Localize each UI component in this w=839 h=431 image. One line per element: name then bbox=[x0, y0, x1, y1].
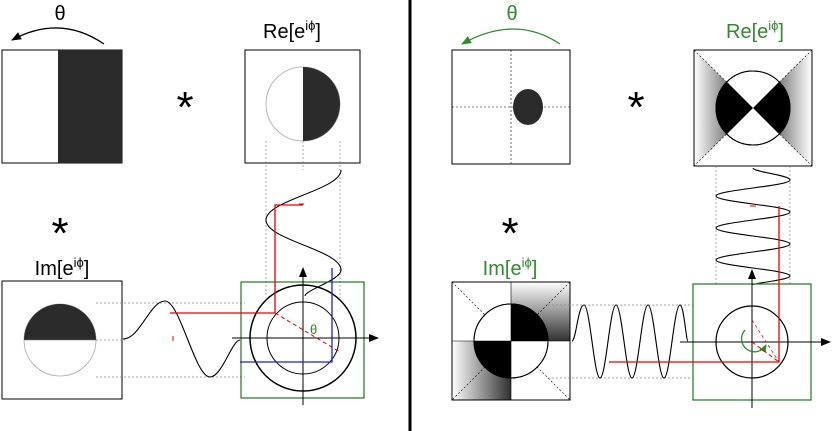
re-wave bbox=[715, 167, 791, 286]
left-panel: θ * Re[eiϕ] * Im[eiϕ] bbox=[1, 3, 379, 405]
red-radius bbox=[751, 341, 780, 363]
im-wave bbox=[571, 304, 689, 379]
convolution-star: * bbox=[176, 83, 193, 132]
re-wedge-box bbox=[693, 49, 813, 167]
re-label: Re[eiϕ] bbox=[263, 18, 321, 43]
re-label: Re[eiϕ] bbox=[726, 18, 784, 43]
rotation-arrow-icon bbox=[740, 329, 767, 353]
convolution-star: * bbox=[51, 209, 68, 258]
im-label: Im[eiϕ] bbox=[35, 255, 90, 280]
re-half-disk-box bbox=[244, 49, 361, 164]
right-panel: θ * Re[eiϕ] bbox=[451, 3, 831, 408]
red-guide bbox=[751, 319, 780, 363]
im-projection-guides bbox=[96, 302, 245, 378]
theta-label: θ bbox=[54, 3, 65, 25]
curved-arrow-icon bbox=[11, 27, 105, 45]
re-wave bbox=[265, 169, 342, 297]
half-plane-box bbox=[1, 49, 123, 164]
red-radius bbox=[274, 312, 341, 353]
convolution-star: * bbox=[501, 209, 518, 258]
im-label: Im[eiϕ] bbox=[483, 255, 538, 280]
im-half-disk-box bbox=[1, 280, 123, 400]
theta-label: θ bbox=[506, 3, 517, 25]
blob-kernel-box bbox=[451, 49, 571, 165]
red-projection-path bbox=[170, 204, 303, 314]
curved-arrow-icon bbox=[461, 28, 561, 45]
im-projection-guides bbox=[548, 304, 693, 379]
re-projection-guides bbox=[265, 141, 341, 298]
circle-theta-label: θ bbox=[310, 322, 317, 337]
im-quadrant-box bbox=[451, 281, 571, 401]
convolution-star: * bbox=[627, 83, 644, 132]
blue-projection-path bbox=[240, 268, 333, 363]
im-wave bbox=[122, 300, 241, 378]
